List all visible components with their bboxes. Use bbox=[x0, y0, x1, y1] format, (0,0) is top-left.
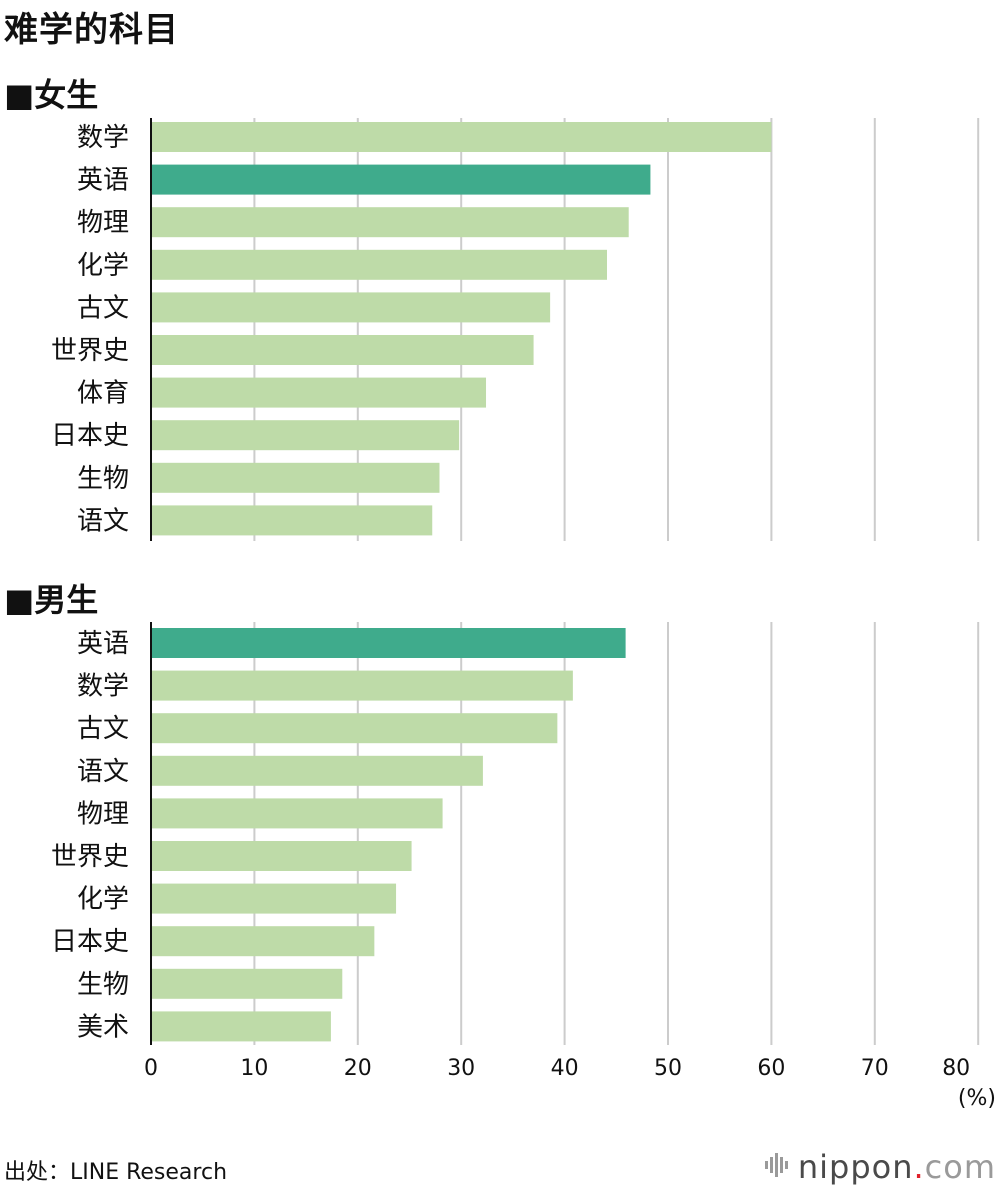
section-title-female: ■女生 bbox=[4, 76, 99, 114]
sound-wave-icon bbox=[764, 1148, 790, 1186]
category-label: 化学 bbox=[77, 885, 129, 915]
x-tick-label: 50 bbox=[654, 1056, 682, 1081]
category-label: 英语 bbox=[77, 629, 129, 659]
source-note: 出处：LINE Research bbox=[4, 1160, 228, 1185]
category-label: 美术 bbox=[77, 1012, 129, 1042]
brand-logo: nippon. com bbox=[764, 1148, 996, 1186]
brand-tld: com bbox=[924, 1148, 996, 1186]
x-tick-label: 30 bbox=[447, 1056, 475, 1081]
bar bbox=[151, 798, 443, 829]
brand-name: nippon bbox=[797, 1148, 914, 1186]
x-tick-label: 20 bbox=[344, 1056, 372, 1081]
category-label: 数学 bbox=[77, 123, 129, 153]
bar bbox=[151, 841, 412, 871]
bar bbox=[151, 249, 607, 280]
bar bbox=[151, 883, 397, 914]
bar bbox=[151, 292, 551, 323]
category-label: 世界史 bbox=[51, 842, 129, 872]
x-tick-label: 70 bbox=[861, 1056, 889, 1081]
bar bbox=[151, 207, 629, 238]
category-label: 化学 bbox=[77, 251, 129, 281]
bar bbox=[151, 713, 558, 744]
x-tick-label: 10 bbox=[240, 1056, 268, 1081]
category-label: 物理 bbox=[77, 799, 129, 829]
bar bbox=[151, 505, 433, 536]
bar bbox=[151, 335, 534, 365]
category-label: 生物 bbox=[77, 970, 129, 1000]
bar bbox=[151, 628, 626, 658]
x-tick-label: 40 bbox=[551, 1056, 579, 1081]
category-label: 日本史 bbox=[51, 421, 129, 451]
bar bbox=[151, 1011, 331, 1042]
category-label: 物理 bbox=[77, 208, 129, 238]
bar bbox=[151, 377, 487, 408]
x-tick-label: 80 bbox=[942, 1056, 970, 1081]
category-label: 日本史 bbox=[51, 927, 129, 957]
section-title-male: ■男生 bbox=[4, 581, 99, 619]
category-label: 数学 bbox=[77, 672, 129, 702]
x-tick-label: 0 bbox=[144, 1056, 158, 1081]
category-label: 体育 bbox=[77, 379, 129, 409]
chart-title: 难学的科目 bbox=[4, 10, 179, 50]
category-label: 世界史 bbox=[51, 336, 129, 366]
category-label: 语文 bbox=[77, 506, 129, 536]
x-tick-label: 60 bbox=[757, 1056, 785, 1081]
brand-dot: . bbox=[913, 1148, 925, 1186]
bar bbox=[151, 462, 440, 493]
bar bbox=[151, 755, 483, 786]
category-label: 古文 bbox=[77, 293, 129, 323]
bar bbox=[151, 926, 375, 957]
x-axis-unit: (%) bbox=[957, 1086, 996, 1111]
bar bbox=[151, 420, 460, 451]
category-label: 英语 bbox=[77, 166, 129, 196]
category-label: 古文 bbox=[77, 714, 129, 744]
bar bbox=[151, 968, 343, 999]
bar bbox=[151, 164, 651, 195]
bar bbox=[151, 670, 573, 701]
category-label: 语文 bbox=[77, 757, 129, 787]
category-label: 生物 bbox=[77, 464, 129, 494]
bar bbox=[151, 122, 772, 152]
